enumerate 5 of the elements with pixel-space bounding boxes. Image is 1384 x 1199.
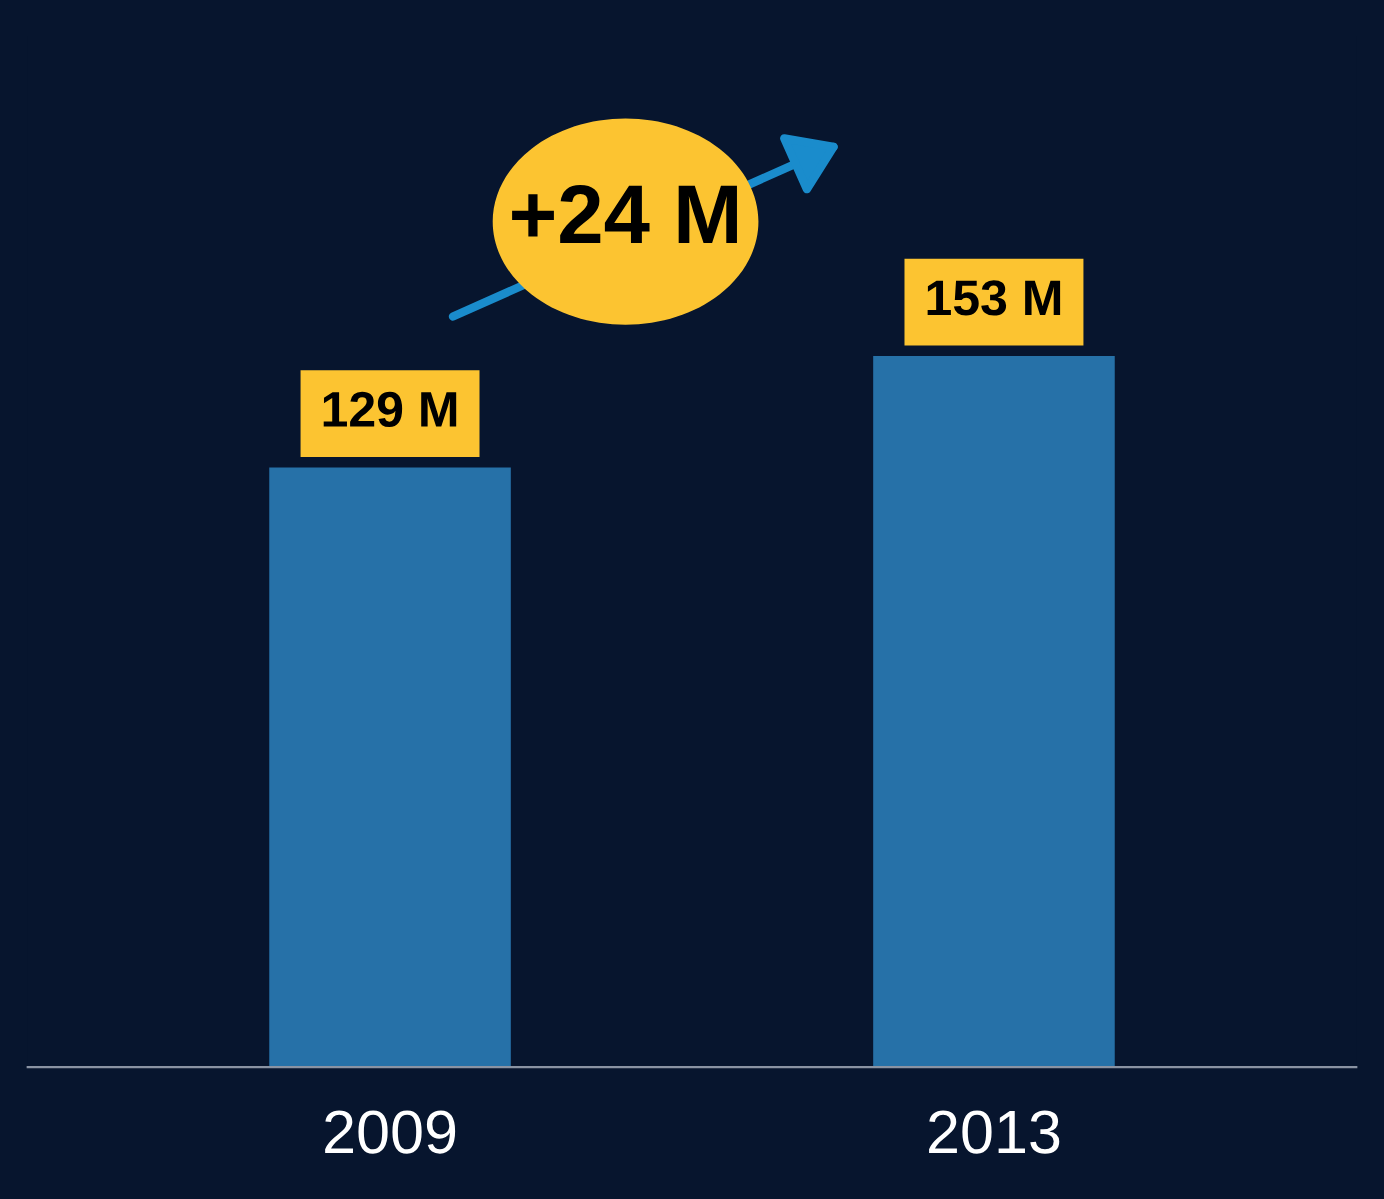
data-label: 153 M — [927, 280, 1061, 316]
x-tick-label: 2009 — [325, 1110, 456, 1154]
data-label: 129 M — [323, 391, 457, 428]
text: +24 M — [512, 184, 737, 244]
x-tick-label: 2013 — [929, 1110, 1060, 1154]
